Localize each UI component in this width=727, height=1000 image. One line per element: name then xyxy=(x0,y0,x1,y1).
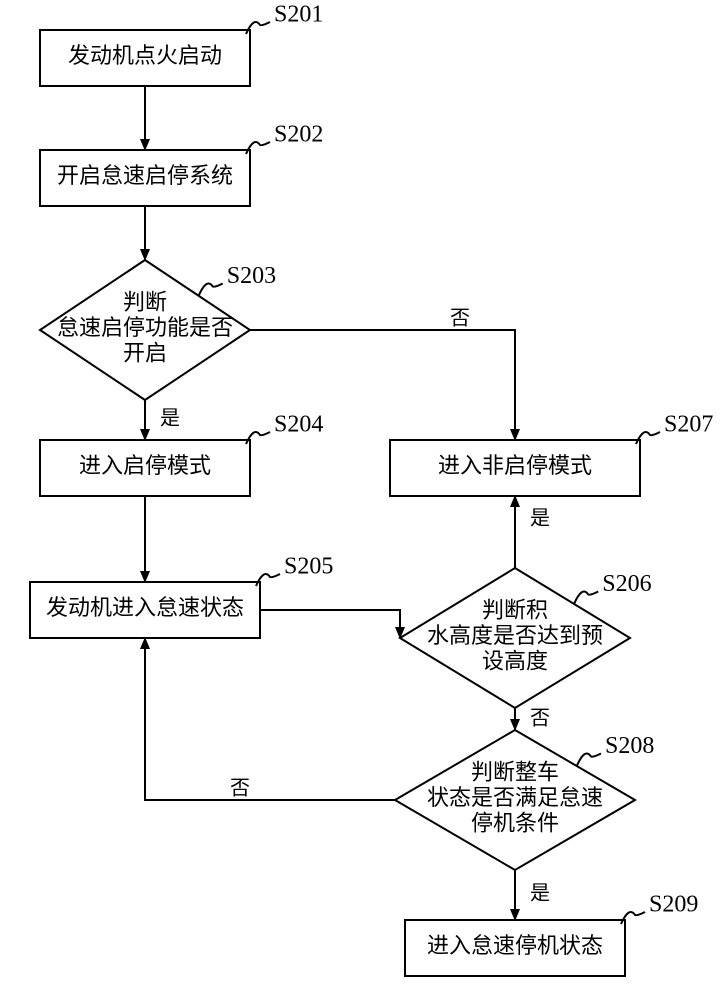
node-s209: 进入怠速停机状态 S209 xyxy=(405,892,698,977)
node-s207-text-0: 进入非启停模式 xyxy=(438,453,592,478)
node-s203: 判断怠速启停功能是否开启 S203 xyxy=(40,260,276,400)
node-s208-text-2: 停机条件 xyxy=(471,810,559,835)
node-s206-text-2: 设高度 xyxy=(482,648,548,673)
edge-label-s208-s209: 是 xyxy=(530,883,550,905)
node-s203-text-1: 怠速启停功能是否 xyxy=(57,315,233,340)
step-label-s202: S202 xyxy=(274,122,323,148)
step-label-s205: S205 xyxy=(284,554,333,580)
edge-label-s206-s207: 是 xyxy=(530,508,550,530)
edge-label-s208-s205: 否 xyxy=(230,778,250,800)
node-s204-text-0: 进入启停模式 xyxy=(79,453,211,478)
step-label-s208: S208 xyxy=(605,733,654,759)
node-s201: 发动机点火启动 S201 xyxy=(40,2,323,87)
edge-s205-s206 xyxy=(260,610,400,638)
node-s208-text-1: 状态是否满足怠速 xyxy=(427,785,603,810)
node-s203-text-2: 开启 xyxy=(123,340,167,365)
node-s206-text-0: 判断积 xyxy=(482,598,548,623)
node-s202-text-0: 开启怠速启停系统 xyxy=(57,163,233,188)
node-s206: 判断积水高度是否达到预设高度 S206 xyxy=(400,568,652,708)
node-s205-text-0: 发动机进入怠速状态 xyxy=(46,595,244,620)
step-label-s207: S207 xyxy=(664,412,713,438)
step-label-s209: S209 xyxy=(649,892,698,918)
node-s209-text-0: 进入怠速停机状态 xyxy=(427,933,603,958)
step-label-s206: S206 xyxy=(602,571,651,597)
node-s206-text-1: 水高度是否达到预 xyxy=(427,623,603,648)
node-s204: 进入启停模式 S204 xyxy=(40,412,323,497)
edge-label-s203-s207: 否 xyxy=(450,308,470,330)
edge-s208-s205 xyxy=(145,638,395,800)
step-label-s204: S204 xyxy=(274,412,323,438)
node-s202: 开启怠速启停系统 S202 xyxy=(40,122,323,207)
node-s207: 进入非启停模式 S207 xyxy=(390,412,713,497)
edge-label-s206-s208: 否 xyxy=(530,708,550,730)
nodes: 发动机点火启动 S201 开启怠速启停系统 S202 判断怠速启停功能是否开启 S203 进… xyxy=(30,2,713,977)
node-s208-text-0: 判断整车 xyxy=(471,760,559,785)
edge-label-s203-s204: 是 xyxy=(160,408,180,430)
node-s205: 发动机进入怠速状态 S205 xyxy=(30,554,333,639)
step-label-s203: S203 xyxy=(227,263,276,289)
step-label-s201: S201 xyxy=(274,2,323,28)
node-s203-text-0: 判断 xyxy=(123,290,167,315)
node-s201-text-0: 发动机点火启动 xyxy=(68,43,222,68)
node-s208: 判断整车状态是否满足怠速停机条件 S208 xyxy=(395,730,654,870)
